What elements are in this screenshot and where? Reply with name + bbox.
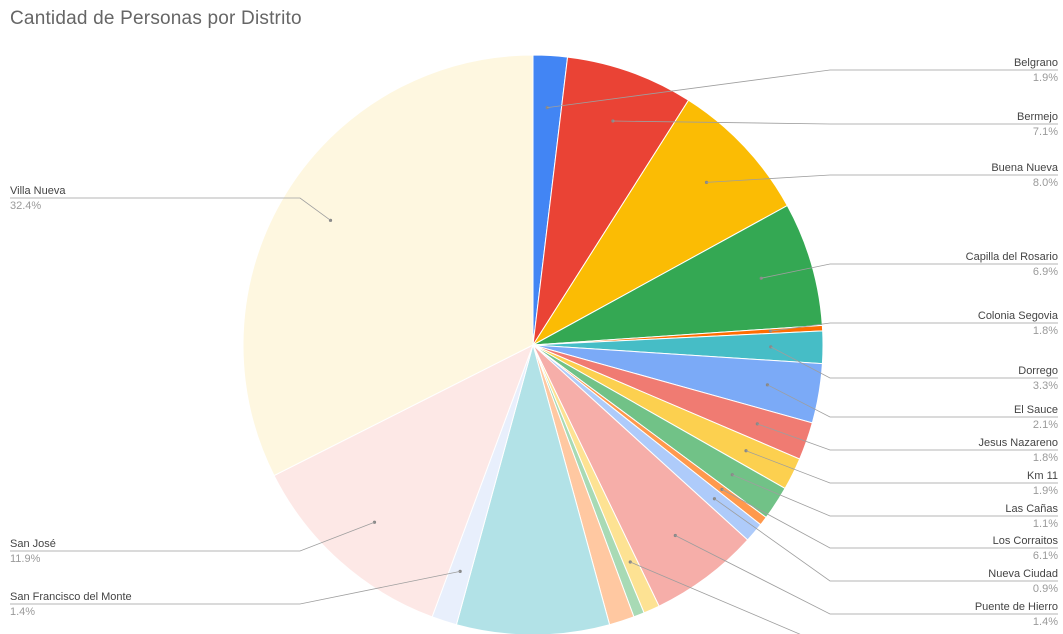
slice-label-km-11: Km 11 [1027,470,1058,482]
slice-labels: Belgrano 1.9% Bermejo 7.1% Buena Nueva 8.0% Ca… [10,57,1059,628]
slice-label-puente-de-hierro: Puente de Hierro [975,601,1058,613]
slice-label-buena-nueva: Buena Nueva [991,162,1059,174]
leader-line-los-corraitos [721,489,1058,549]
slice-percent-colonia-segovia: 1.8% [1033,325,1058,337]
leader-line-el-sauce [767,384,1058,418]
slice-percent-el-sauce: 2.1% [1033,419,1058,431]
pie-slice-capilla-del-rosario[interactable] [532,204,823,346]
leader-line-puente-de-hierro [675,535,1058,615]
slice-percent-villa-nueva: 32.4% [10,200,41,212]
slice-label-las-canas: Las Cañas [1005,503,1058,515]
pie-slice-unlabeled-16[interactable] [455,343,611,634]
slice-label-san-francisco-del-monte: San Francisco del Monte [10,591,132,603]
slice-percent-dorrego: 3.3% [1033,380,1058,392]
slice-label-el-sauce: El Sauce [1014,404,1058,416]
leader-line-rodeo-de-la-cruz [630,561,801,634]
leader-line-belgrano [547,69,1058,109]
slice-label-belgrano: Belgrano [1014,57,1058,69]
slice-percent-san-jose: 11.9% [10,553,41,565]
slice-label-colonia-segovia: Colonia Segovia [978,310,1059,322]
leader-line-colonia-segovia [770,322,1058,332]
leader-line-nueva-ciudad [714,498,1058,582]
chart-title: Cantidad de Personas por Distrito [10,8,302,29]
slice-percent-buena-nueva: 8.0% [1033,177,1058,189]
slice-percent-bermejo: 7.1% [1033,126,1058,138]
leader-line-san-francisco-del-monte [10,570,461,605]
pie-slice-villa-nueva[interactable] [242,54,534,477]
pie-slice-bermejo[interactable] [532,56,690,346]
slice-label-bermejo: Bermejo [1017,111,1058,123]
leader-line-bermejo [612,120,1058,125]
pie-slice-buena-nueva[interactable] [532,99,788,346]
slice-label-los-corraitos: Los Corraitos [993,535,1059,547]
slice-label-jesus-nazareno: Jesus Nazareno [979,437,1059,449]
leader-line-dorrego [770,346,1058,379]
slice-label-nueva-ciudad: Nueva Ciudad [988,568,1058,580]
leader-line-jesus-nazareno [757,423,1058,451]
slice-percent-capilla-del-rosario: 6.9% [1033,266,1058,278]
leader-line-san-jose [10,521,375,552]
leader-line-capilla-del-rosario [761,263,1058,279]
slice-percent-km-11: 1.9% [1033,485,1058,497]
slice-label-san-jose: San José [10,538,56,550]
leader-lines [10,69,1058,634]
slice-label-dorrego: Dorrego [1018,365,1058,377]
pie-slice-san-jose[interactable] [273,343,534,618]
slice-percent-los-corraitos: 6.1% [1033,550,1058,562]
slice-percent-las-canas: 1.1% [1033,518,1058,530]
slice-label-capilla-del-rosario: Capilla del Rosario [966,251,1058,263]
leader-line-buena-nueva [706,174,1058,183]
slice-percent-belgrano: 1.9% [1033,72,1058,84]
leader-line-las-canas [732,474,1058,517]
pie-slices [242,54,824,634]
slice-percent-san-francisco-del-monte: 1.4% [10,606,35,618]
slice-percent-puente-de-hierro: 1.4% [1033,616,1058,628]
slice-percent-nueva-ciudad: 0.9% [1033,583,1058,595]
leader-line-villa-nueva [10,197,331,221]
leader-line-km-11 [745,450,1058,484]
slice-label-villa-nueva: Villa Nueva [10,185,66,197]
slice-percent-jesus-nazareno: 1.8% [1033,452,1058,464]
